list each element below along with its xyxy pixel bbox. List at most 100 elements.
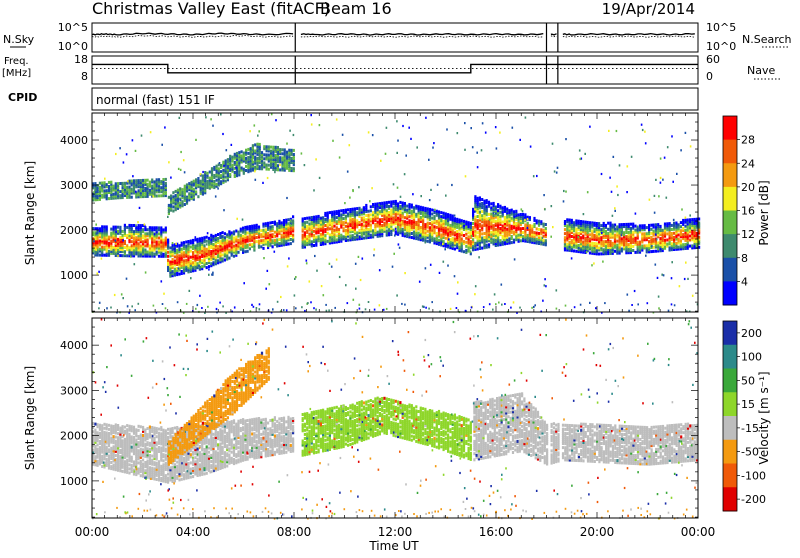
power-speck bbox=[571, 257, 573, 259]
power-speck bbox=[656, 238, 658, 240]
power-cell bbox=[393, 206, 395, 209]
power-ground-speck bbox=[368, 301, 370, 303]
power-speck bbox=[608, 130, 610, 132]
power-ground-speck bbox=[531, 307, 533, 309]
power-cell bbox=[101, 182, 103, 185]
power-speck bbox=[649, 199, 651, 201]
power-cell bbox=[680, 221, 682, 224]
power-cell bbox=[140, 179, 142, 182]
power-cell bbox=[219, 232, 221, 235]
power-cell bbox=[119, 254, 121, 257]
power-cell bbox=[160, 226, 162, 229]
power-ground-speck bbox=[222, 305, 224, 307]
power-cell bbox=[406, 221, 408, 224]
power-cell bbox=[172, 191, 174, 194]
power-speck bbox=[115, 153, 117, 155]
power-speck bbox=[374, 248, 376, 250]
power-cell bbox=[113, 185, 115, 188]
power-ground-speck bbox=[201, 307, 203, 309]
power-cell bbox=[488, 201, 490, 204]
power-speck bbox=[499, 132, 501, 134]
power-cell bbox=[101, 246, 103, 249]
power-cell bbox=[653, 250, 655, 253]
power-cell bbox=[262, 229, 264, 232]
power-cell bbox=[313, 244, 315, 247]
power-speck bbox=[319, 124, 321, 126]
power-ground-speck bbox=[628, 310, 630, 312]
power-cell bbox=[128, 246, 130, 249]
power-speck bbox=[482, 122, 484, 124]
power-speck bbox=[437, 184, 439, 186]
power-cell bbox=[122, 254, 124, 257]
power-colorbar-swatch bbox=[723, 258, 737, 282]
power-cell bbox=[518, 234, 520, 237]
power-cell bbox=[684, 229, 686, 232]
power-cell bbox=[352, 234, 354, 237]
power-speck bbox=[395, 228, 397, 230]
power-speck bbox=[593, 262, 595, 264]
power-cell bbox=[233, 237, 235, 240]
power-cell bbox=[254, 143, 256, 146]
power-cell bbox=[222, 231, 224, 234]
power-cell bbox=[206, 262, 208, 265]
power-cell bbox=[268, 154, 270, 157]
power-speck bbox=[430, 264, 432, 266]
power-colorbar-tick-label: 20 bbox=[741, 181, 755, 194]
power-ytick-label: 1000 bbox=[60, 269, 88, 282]
power-cell bbox=[598, 222, 600, 225]
power-cell bbox=[293, 153, 295, 156]
power-cell bbox=[268, 168, 270, 171]
power-cell bbox=[318, 215, 320, 218]
power-cell bbox=[671, 242, 673, 245]
power-cell bbox=[575, 228, 577, 231]
power-cell bbox=[99, 254, 101, 257]
power-cell bbox=[646, 232, 648, 235]
power-colorbar-tick-label: 24 bbox=[741, 157, 755, 170]
noise-ytick-right-bottom: 10^0 bbox=[706, 40, 736, 53]
power-cell bbox=[431, 213, 433, 216]
power-cell bbox=[126, 186, 128, 189]
power-ground-speck bbox=[471, 306, 473, 308]
power-cell bbox=[598, 253, 600, 256]
power-speck bbox=[212, 263, 214, 265]
power-colorbar-swatch bbox=[723, 140, 737, 164]
power-cell bbox=[142, 240, 144, 243]
power-cell bbox=[254, 150, 256, 153]
power-cell bbox=[281, 156, 283, 159]
power-cell bbox=[135, 226, 137, 229]
power-cell bbox=[411, 236, 413, 239]
power-cell bbox=[329, 227, 331, 230]
power-cell bbox=[578, 220, 580, 223]
power-speck bbox=[274, 171, 276, 173]
velocity-cell bbox=[99, 432, 101, 435]
power-speck bbox=[212, 125, 214, 127]
power-cell bbox=[124, 246, 126, 249]
power-cell bbox=[343, 217, 345, 220]
power-speck bbox=[358, 256, 360, 258]
power-cell bbox=[449, 224, 451, 227]
power-speck bbox=[563, 200, 565, 202]
power-speck bbox=[115, 240, 117, 242]
power-speck bbox=[164, 126, 166, 128]
power-cell bbox=[445, 227, 447, 230]
power-speck bbox=[692, 295, 694, 297]
power-speck bbox=[199, 295, 201, 297]
power-speck bbox=[190, 277, 192, 279]
power-cell bbox=[502, 225, 504, 228]
power-cell bbox=[443, 212, 445, 215]
power-cell bbox=[97, 184, 99, 187]
power-cell bbox=[477, 219, 479, 222]
power-speck bbox=[110, 181, 112, 183]
power-cell bbox=[176, 249, 178, 252]
power-cell bbox=[374, 223, 376, 226]
power-speck bbox=[660, 158, 662, 160]
power-cell bbox=[269, 234, 271, 237]
power-cell bbox=[461, 231, 463, 234]
power-speck bbox=[514, 216, 516, 218]
power-speck bbox=[399, 247, 401, 249]
power-cell bbox=[458, 233, 460, 236]
power-cell bbox=[99, 186, 101, 189]
power-speck bbox=[591, 264, 593, 266]
power-cell bbox=[167, 255, 169, 258]
power-cell bbox=[162, 228, 164, 231]
